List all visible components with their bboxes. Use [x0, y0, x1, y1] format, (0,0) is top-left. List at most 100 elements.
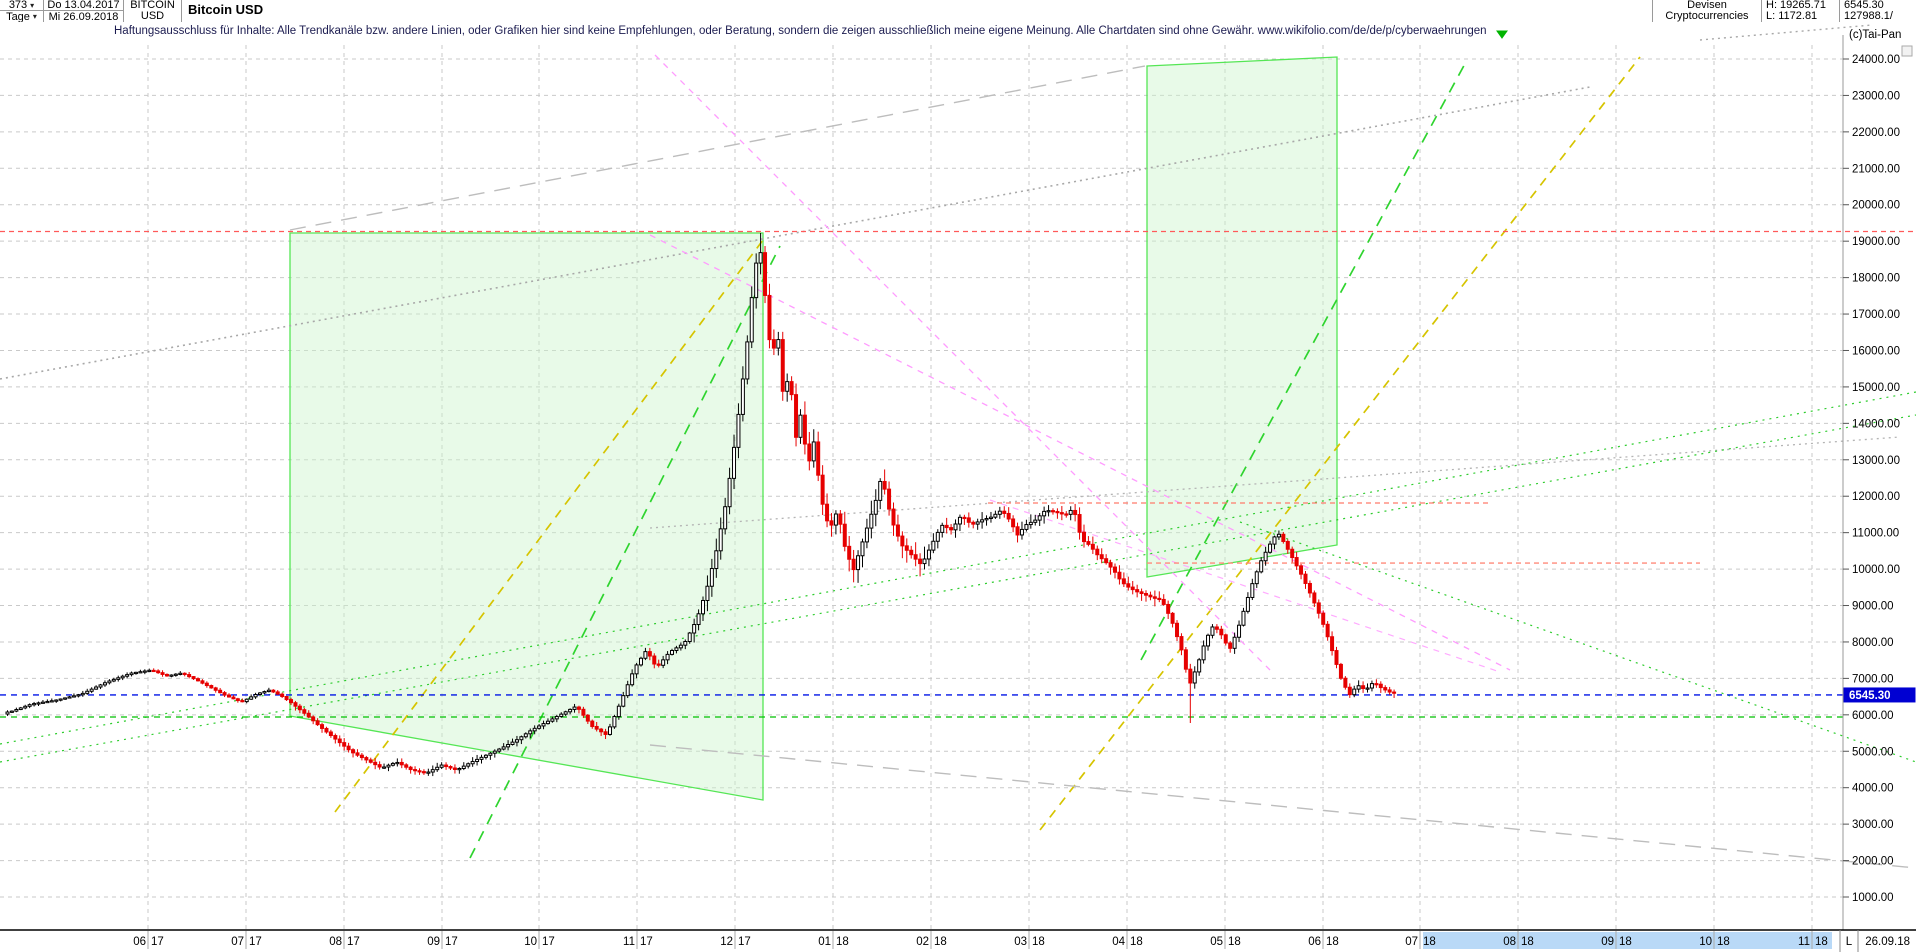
- svg-text:12000.00: 12000.00: [1852, 491, 1900, 503]
- svg-text:11: 11: [623, 936, 635, 948]
- category-line1: Devisen: [1687, 0, 1727, 11]
- date-from-value: Do 13.04.2017: [47, 0, 120, 11]
- svg-text:13000.00: 13000.00: [1852, 455, 1900, 467]
- svg-text:05: 05: [1210, 936, 1223, 948]
- svg-text:4000.00: 4000.00: [1852, 783, 1894, 795]
- svg-text:17: 17: [640, 936, 653, 948]
- svg-text:24000.00: 24000.00: [1852, 54, 1900, 66]
- fan-yellow-2: [1039, 56, 1641, 831]
- pink-fan-a: [649, 234, 1511, 671]
- symbol-cell: BITCOIN USD: [124, 0, 182, 22]
- high-value: H: 19265.71: [1766, 0, 1826, 11]
- pink-fan-c: [989, 499, 1501, 673]
- svg-text:10: 10: [524, 936, 537, 948]
- svg-text:6000.00: 6000.00: [1852, 710, 1894, 722]
- chart-header: 373 ▾ Tage ▾ Do 13.04.2017 Mi 26.09.2018…: [0, 0, 1916, 23]
- svg-text:18: 18: [934, 936, 947, 948]
- svg-text:10: 10: [1699, 936, 1712, 948]
- svg-text:20000.00: 20000.00: [1852, 200, 1900, 212]
- watermark-tai-pan: (c)Tai-Pan: [1849, 29, 1901, 41]
- svg-text:01: 01: [818, 936, 831, 948]
- axis-corner-date: 26.09.18: [1865, 936, 1910, 948]
- svg-text:3000.00: 3000.00: [1852, 819, 1894, 831]
- svg-text:06: 06: [1308, 936, 1321, 948]
- bars-count-value: 373: [8, 0, 28, 11]
- svg-text:16000.00: 16000.00: [1852, 345, 1900, 357]
- svg-text:18: 18: [1228, 936, 1241, 948]
- axis-collapse-button[interactable]: [1901, 45, 1913, 57]
- svg-text:7000.00: 7000.00: [1852, 673, 1894, 685]
- svg-text:08: 08: [1503, 936, 1516, 948]
- svg-text:18000.00: 18000.00: [1852, 273, 1900, 285]
- price-volume-cell: 6545.30 127988.1/: [1840, 0, 1916, 22]
- period-dropdown[interactable]: Tage ▾: [0, 10, 44, 23]
- symbol-name: BITCOIN: [130, 0, 175, 11]
- high-low-cell: H: 19265.71 L: 1172.81: [1762, 0, 1840, 22]
- gray-channel-lower: [649, 744, 1916, 869]
- svg-text:18: 18: [1130, 936, 1143, 948]
- svg-text:17: 17: [249, 936, 262, 948]
- svg-text:15000.00: 15000.00: [1852, 382, 1900, 394]
- svg-text:1000.00: 1000.00: [1852, 892, 1894, 904]
- y-axis: 24000.00 23000.00 22000.00 21000.00 20000.00…: [1842, 29, 1913, 930]
- svg-text:11000.00: 11000.00: [1852, 528, 1899, 540]
- svg-text:19000.00: 19000.00: [1852, 236, 1900, 248]
- trend-box-2: [1146, 56, 1338, 578]
- svg-text:17: 17: [347, 936, 360, 948]
- svg-text:18: 18: [1619, 936, 1632, 948]
- svg-text:11: 11: [1798, 936, 1810, 948]
- green-support-rising-1: [0, 391, 1916, 745]
- svg-text:02: 02: [916, 936, 929, 948]
- chart-background: [0, 22, 1916, 952]
- svg-text:18: 18: [1032, 936, 1045, 948]
- svg-text:17000.00: 17000.00: [1852, 309, 1900, 321]
- svg-text:17: 17: [738, 936, 751, 948]
- date-to-field[interactable]: Mi 26.09.2018: [44, 11, 124, 23]
- svg-text:18: 18: [1326, 936, 1339, 948]
- date-from-field[interactable]: Do 13.04.2017: [44, 0, 124, 11]
- svg-text:9000.00: 9000.00: [1852, 601, 1894, 613]
- gray-dotted-mid: [649, 436, 1901, 529]
- svg-text:06: 06: [133, 936, 146, 948]
- dropdown-arrow-icon: ▾: [30, 0, 35, 10]
- axis-range-selection[interactable]: [1423, 932, 1832, 949]
- svg-text:18: 18: [1717, 936, 1730, 948]
- svg-text:8000.00: 8000.00: [1852, 637, 1894, 649]
- svg-text:18: 18: [1815, 936, 1828, 948]
- svg-text:09: 09: [1601, 936, 1614, 948]
- svg-text:18: 18: [836, 936, 849, 948]
- svg-text:08: 08: [329, 936, 342, 948]
- gray-channel-upper: [289, 65, 1146, 231]
- bars-count-dropdown[interactable]: 373 ▾: [0, 0, 44, 11]
- svg-text:18: 18: [1521, 936, 1534, 948]
- fan-green-1: [469, 245, 781, 859]
- svg-text:07: 07: [1405, 936, 1418, 948]
- svg-text:5000.00: 5000.00: [1852, 746, 1894, 758]
- svg-text:03: 03: [1014, 936, 1027, 948]
- fan-yellow-1: [334, 235, 767, 813]
- green-descending: [1239, 521, 1916, 763]
- svg-text:23000.00: 23000.00: [1852, 90, 1900, 102]
- volume-value: 127988.1/: [1844, 10, 1893, 22]
- candlesticks: [5, 233, 1397, 777]
- triangle-marker: [1496, 30, 1508, 39]
- symbol-currency: USD: [140, 10, 165, 22]
- gridlines: [0, 45, 1843, 929]
- chart-title: Bitcoin USD: [188, 2, 264, 17]
- svg-text:2000.00: 2000.00: [1852, 856, 1894, 868]
- svg-text:21000.00: 21000.00: [1852, 163, 1900, 175]
- svg-text:04: 04: [1112, 936, 1125, 948]
- dropdown-arrow-icon: ▾: [32, 12, 37, 21]
- svg-text:18: 18: [1423, 936, 1436, 948]
- green-support-rising-2: [0, 414, 1916, 763]
- category-line2: Cryptocurrencies: [1665, 10, 1749, 22]
- trend-lines: [0, 24, 1916, 869]
- price-levels: [0, 230, 1916, 718]
- period-value: Tage: [6, 10, 30, 23]
- last-price-value: 6545.30: [1844, 0, 1884, 11]
- svg-text:12: 12: [720, 936, 733, 948]
- svg-text:14000.00: 14000.00: [1852, 418, 1900, 430]
- trend-box-1: [289, 232, 764, 801]
